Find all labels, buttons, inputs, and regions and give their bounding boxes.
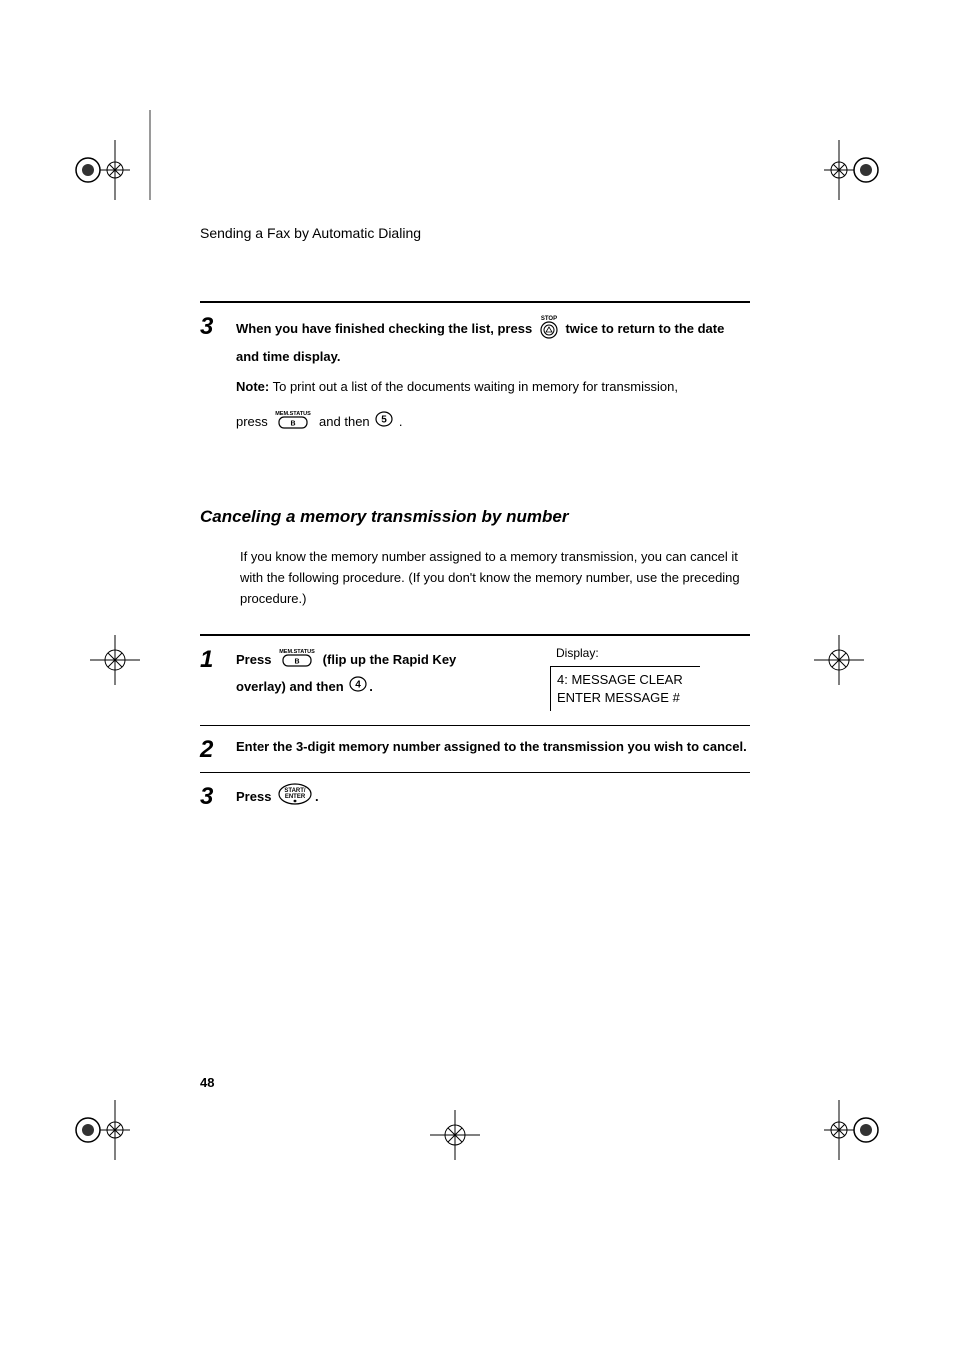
step-body: Press START/ENTER .	[236, 783, 750, 812]
reg-mark-tr	[824, 140, 884, 200]
and-then: and then	[319, 414, 370, 429]
display-line-1: 4: MESSAGE CLEAR	[557, 671, 694, 689]
subheading: Canceling a memory transmission by numbe…	[200, 507, 750, 527]
reg-mark-mr	[814, 635, 864, 685]
svg-text:MEM.STATUS: MEM.STATUS	[279, 649, 315, 655]
svg-text:ENTER: ENTER	[285, 794, 306, 800]
rule-thin	[200, 772, 750, 773]
crop-tl	[130, 110, 170, 200]
press-label: Press	[236, 652, 271, 667]
step-number: 1	[200, 648, 220, 672]
step-body: Enter the 3-digit memory number assigned…	[236, 736, 750, 758]
step-2: 2 Enter the 3-digit memory number assign…	[200, 736, 750, 762]
intro-paragraph: If you know the memory number assigned t…	[240, 547, 750, 609]
page-number: 48	[200, 1075, 214, 1090]
display-column: Display: 4: MESSAGE CLEAR ENTER MESSAGE …	[550, 646, 750, 711]
svg-text:5: 5	[382, 415, 388, 426]
start-enter-key-icon: START/ENTER	[277, 783, 313, 812]
circled-5-icon: 5	[375, 410, 393, 435]
svg-text:4: 4	[355, 679, 361, 690]
step-text-pre: When you have finished checking the list…	[236, 321, 532, 336]
step-3-top: 3 When you have finished checking the li…	[200, 313, 750, 437]
step3-end: .	[315, 789, 319, 804]
display-line-2: ENTER MESSAGE #	[557, 689, 694, 707]
svg-text:B: B	[291, 421, 296, 428]
step-number: 2	[200, 738, 220, 762]
stop-icon: STOP	[538, 313, 560, 346]
svg-text:STOP: STOP	[541, 316, 557, 322]
step-body: Press MEM.STATUSB (flip up the Rapid Key…	[236, 646, 496, 700]
press-label: Press	[236, 789, 271, 804]
note-text: To print out a list of the documents wai…	[273, 379, 678, 394]
step-number: 3	[200, 785, 220, 809]
memstatus-key-icon: MEM.STATUS B	[277, 646, 317, 675]
reg-mark-tl	[70, 140, 130, 200]
step1-end: .	[369, 679, 373, 694]
display-box: 4: MESSAGE CLEAR ENTER MESSAGE #	[550, 666, 700, 711]
section-header: Sending a Fax by Automatic Dialing	[200, 225, 750, 241]
step-3: 3 Press START/ENTER .	[200, 783, 750, 812]
rule	[200, 301, 750, 303]
step-1: 1 Press MEM.STATUSB (flip up the Rapid K…	[200, 646, 750, 711]
reg-mark-bc	[430, 1110, 480, 1160]
note-label: Note:	[236, 379, 269, 394]
reg-mark-br	[824, 1100, 884, 1160]
display-label: Display:	[550, 646, 750, 660]
step-number: 3	[200, 315, 220, 339]
circled-4-icon: 4	[349, 675, 367, 700]
period: .	[399, 414, 403, 429]
svg-text:B: B	[295, 658, 300, 665]
step-body: When you have finished checking the list…	[236, 313, 750, 437]
step2-text: Enter the 3-digit memory number assigned…	[236, 739, 747, 754]
reg-mark-ml	[90, 635, 140, 685]
press-label: press	[236, 414, 268, 429]
page-content: Sending a Fax by Automatic Dialing 3 Whe…	[200, 225, 750, 820]
reg-mark-bl	[70, 1100, 130, 1160]
memstatus-key-icon: MEM.STATUS B	[273, 408, 313, 437]
rule	[200, 634, 750, 636]
rule-thin	[200, 725, 750, 726]
svg-text:MEM.STATUS: MEM.STATUS	[276, 411, 312, 417]
